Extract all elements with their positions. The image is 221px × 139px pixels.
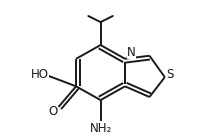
Text: O: O [48,105,57,118]
Text: N: N [127,46,135,59]
Text: HO: HO [31,68,49,81]
Text: NH₂: NH₂ [90,122,112,135]
Text: S: S [166,68,174,81]
